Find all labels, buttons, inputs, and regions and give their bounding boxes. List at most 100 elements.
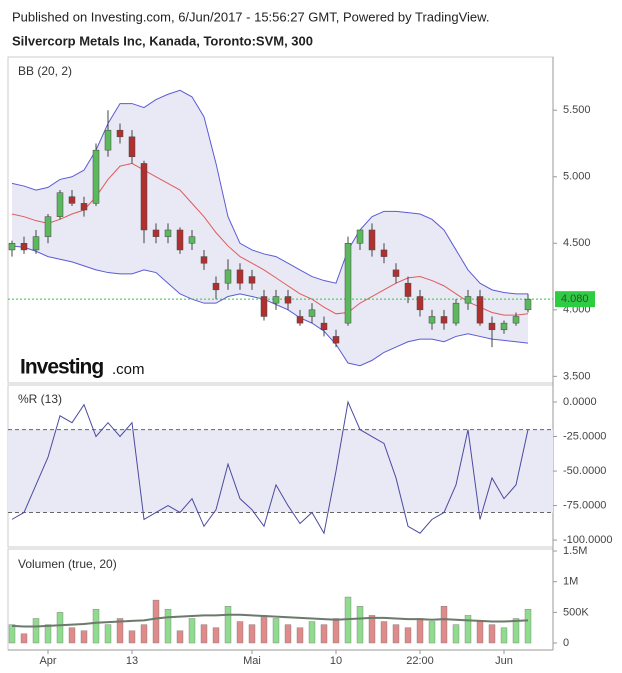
level-fill: [8, 429, 553, 513]
volume-bar: [308, 621, 316, 644]
y-tick-label: 1.5M: [563, 545, 587, 557]
volume-bar: [224, 606, 232, 644]
band-fill: [12, 90, 528, 366]
candle-body: [500, 322, 508, 331]
candle-body: [56, 192, 64, 217]
volume-bar: [512, 618, 520, 644]
volume-bar: [140, 624, 148, 644]
logo-suffix: .com: [112, 361, 145, 378]
symbol-line: Silvercorp Metals Inc, Kanada, Toronto:S…: [12, 33, 313, 48]
volume-bar: [236, 621, 244, 644]
candle-body: [512, 316, 520, 324]
candle-body: [440, 316, 448, 324]
volume-bar: [452, 624, 460, 644]
volume-bar: [392, 624, 400, 644]
candle-body: [416, 296, 424, 311]
bb-upper: [11, 89, 528, 295]
volume-bar: [296, 627, 304, 644]
volume-bar: [440, 606, 448, 644]
logo-brand: Investing: [20, 356, 103, 379]
volume-bar: [272, 618, 280, 644]
volume-bar: [128, 630, 136, 644]
y-tick-label: 1M: [563, 576, 578, 588]
y-tick-label: -25.0000: [563, 430, 606, 442]
candle-body: [404, 282, 412, 297]
candle-body: [8, 243, 16, 251]
volume-ma: [11, 613, 529, 628]
candle-body: [224, 269, 232, 284]
volume-bar: [356, 606, 364, 644]
x-tick-label: 13: [126, 655, 138, 667]
candle-body: [116, 129, 124, 138]
candle-body: [176, 229, 184, 251]
candle-body: [428, 316, 436, 324]
y-tick-label: 500K: [563, 606, 589, 618]
volume-bar: [92, 609, 100, 644]
candle-body: [152, 229, 160, 237]
candle-body: [44, 216, 52, 237]
y-tick-label: 4.500: [563, 237, 591, 249]
last-price-label: 4.080: [561, 293, 589, 305]
volume-bar: [32, 618, 40, 644]
y-tick-label: 0: [563, 637, 569, 649]
last-price-box: [555, 291, 595, 308]
candle-body: [212, 282, 220, 291]
x-tick-label: 22:00: [406, 655, 434, 667]
volume-bar: [164, 609, 172, 644]
volume-bar: [488, 624, 496, 644]
bb-lower: [11, 245, 529, 367]
candle-body: [464, 296, 472, 304]
y-tick-label: -75.0000: [563, 499, 606, 511]
x-tick-label: Mai: [243, 655, 261, 667]
wr-line: [11, 400, 529, 535]
volume-bar: [476, 621, 484, 644]
volume-bar: [260, 615, 268, 644]
x-tick-label: Apr: [39, 655, 56, 667]
y-tick-label: -50.0000: [563, 465, 606, 477]
candle-body: [140, 163, 148, 231]
volume-bar: [332, 618, 340, 644]
volume-bar: [284, 624, 292, 644]
candle-body: [80, 203, 88, 211]
panel-label: %R (13): [18, 392, 62, 406]
volume-bar: [80, 630, 88, 644]
y-tick-label: -100.0000: [563, 534, 613, 546]
volume-bar: [200, 624, 208, 644]
x-tick-label: Jun: [495, 655, 513, 667]
volume-bar: [320, 624, 328, 644]
volume-bar: [20, 633, 28, 644]
candle-body: [392, 269, 400, 277]
candle-body: [200, 256, 208, 264]
candle-body: [320, 322, 328, 331]
candle-body: [128, 136, 136, 158]
candle-body: [92, 149, 100, 204]
candle-body: [332, 336, 340, 344]
x-tick-label: 10: [330, 655, 342, 667]
volume-bar: [404, 627, 412, 644]
candle-body: [296, 316, 304, 324]
candle-body: [452, 302, 460, 324]
candle-body: [368, 229, 376, 251]
candle-body: [164, 229, 172, 237]
y-tick-label: 0.0000: [563, 396, 597, 408]
candle-body: [104, 129, 112, 151]
candle-body: [272, 296, 280, 304]
candle-body: [32, 236, 40, 251]
volume-bar: [428, 621, 436, 644]
published-line: Published on Investing.com, 6/Jun/2017 -…: [12, 9, 489, 24]
candle-body: [308, 309, 316, 317]
candle-body: [260, 296, 268, 317]
candle-body: [488, 322, 496, 331]
volume-bar: [56, 612, 64, 644]
panel-label: BB (20, 2): [18, 64, 72, 78]
candle-body: [188, 236, 196, 244]
candle-body: [476, 296, 484, 324]
volume-bar: [44, 624, 52, 644]
volume-bar: [464, 615, 472, 644]
candle-body: [236, 269, 244, 284]
volume-bar: [8, 624, 16, 644]
y-tick-label: 5.500: [563, 104, 591, 116]
volume-bar: [176, 630, 184, 644]
volume-bar: [104, 624, 112, 644]
candle-body: [524, 298, 532, 311]
